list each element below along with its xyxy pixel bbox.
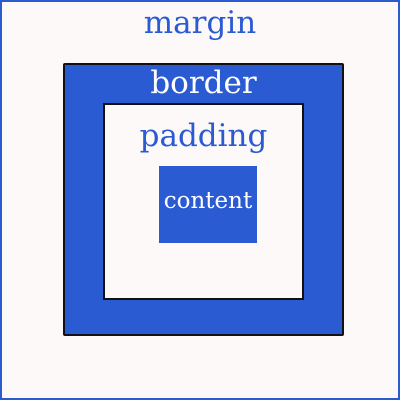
content-area: content [159, 166, 257, 243]
padding-label: padding [139, 118, 268, 154]
content-label: content [163, 188, 253, 214]
margin-label: margin [143, 5, 257, 41]
border-label: border [150, 65, 257, 101]
border-area: border padding content [63, 63, 344, 336]
padding-area: padding content [103, 103, 304, 300]
